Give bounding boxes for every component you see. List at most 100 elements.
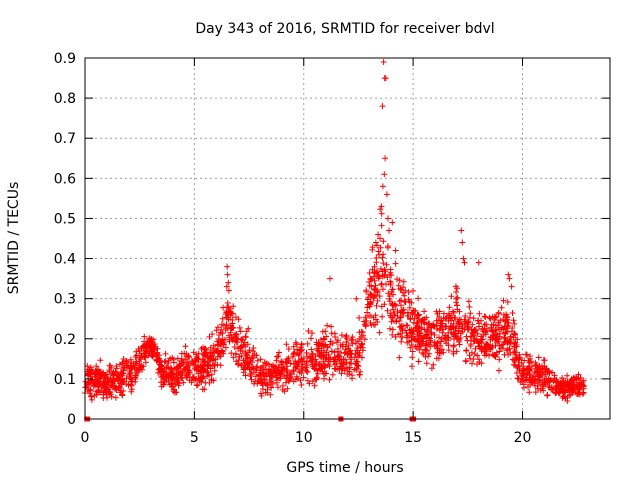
data-point <box>462 313 469 319</box>
data-point <box>374 242 381 249</box>
data-point <box>409 348 416 355</box>
data-point <box>219 315 226 322</box>
data-point <box>372 239 379 246</box>
data-point <box>532 362 539 369</box>
data-point <box>402 287 409 294</box>
data-point <box>423 347 429 354</box>
data-point <box>231 344 238 350</box>
data-point <box>267 370 274 377</box>
data-point <box>105 384 112 391</box>
data-point <box>258 380 265 387</box>
data-point <box>368 275 374 282</box>
data-point <box>329 371 336 378</box>
data-point <box>275 384 281 391</box>
data-point <box>132 376 139 382</box>
data-point <box>465 298 472 305</box>
data-point <box>113 365 120 372</box>
data-point <box>427 337 433 344</box>
data-point <box>280 365 287 372</box>
data-point <box>97 368 104 375</box>
data-point <box>312 353 319 360</box>
data-point <box>463 347 470 354</box>
data-point <box>225 287 232 294</box>
data-point <box>242 343 249 350</box>
data-point <box>248 376 255 383</box>
data-point <box>167 375 174 381</box>
data-point <box>535 354 542 361</box>
data-point <box>274 353 280 360</box>
data-point <box>88 376 95 383</box>
data-point <box>467 341 474 348</box>
data-point <box>428 329 434 336</box>
data-point <box>383 191 390 198</box>
data-point <box>394 308 401 315</box>
data-point <box>525 383 531 390</box>
data-point <box>238 362 245 369</box>
data-point <box>505 322 512 329</box>
y-tick-label: 0.1 <box>54 372 76 388</box>
data-point <box>405 289 412 296</box>
data-point <box>566 381 572 388</box>
y-axis-label: SRMTID / TECUs <box>6 182 22 295</box>
data-point <box>338 370 345 377</box>
data-point <box>219 336 226 343</box>
data-point <box>93 363 100 370</box>
data-point <box>451 314 458 321</box>
data-point <box>92 374 99 381</box>
data-point <box>387 280 394 286</box>
data-point <box>496 367 502 374</box>
data-point <box>308 346 315 353</box>
data-point <box>215 342 221 349</box>
data-point <box>189 374 196 381</box>
data-point <box>338 360 345 367</box>
x-tick-labels: 0 5 10 15 20 <box>81 430 532 446</box>
data-point <box>492 322 499 329</box>
data-point <box>373 255 380 261</box>
data-point <box>540 387 547 394</box>
data-point <box>327 275 333 282</box>
data-point <box>396 354 403 361</box>
data-point <box>532 382 539 389</box>
data-point <box>419 334 426 341</box>
data-point <box>398 334 405 340</box>
data-point <box>380 59 387 65</box>
data-point <box>449 308 456 315</box>
data-point <box>389 331 396 338</box>
data-point <box>243 351 250 358</box>
data-point <box>384 307 391 314</box>
data-point <box>422 353 429 360</box>
data-point <box>183 374 190 381</box>
data-point <box>143 345 150 352</box>
data-point <box>408 363 415 370</box>
data-point <box>442 315 449 322</box>
data-point <box>273 357 280 364</box>
data-point <box>349 340 356 347</box>
data-point <box>298 340 305 347</box>
data-point <box>454 294 461 301</box>
data-point <box>222 325 229 332</box>
data-point <box>203 346 209 353</box>
data-point <box>359 344 366 351</box>
data-point <box>457 330 464 337</box>
data-point <box>564 372 571 379</box>
data-point <box>324 322 331 329</box>
data-point <box>216 332 223 338</box>
data-point <box>349 372 355 379</box>
data-point <box>466 314 473 321</box>
data-point <box>284 358 291 365</box>
data-point <box>322 341 329 348</box>
data-point <box>228 350 235 357</box>
data-point <box>535 373 542 380</box>
data-point <box>119 370 126 377</box>
data-point <box>258 392 265 399</box>
data-point <box>183 351 190 357</box>
data-point <box>336 353 343 360</box>
data-point <box>182 343 189 350</box>
data-point <box>533 378 540 384</box>
data-point <box>443 323 450 330</box>
data-point <box>230 354 237 361</box>
data-point <box>194 381 201 388</box>
data-point <box>526 389 533 396</box>
data-point <box>313 339 320 346</box>
data-point <box>342 346 349 353</box>
